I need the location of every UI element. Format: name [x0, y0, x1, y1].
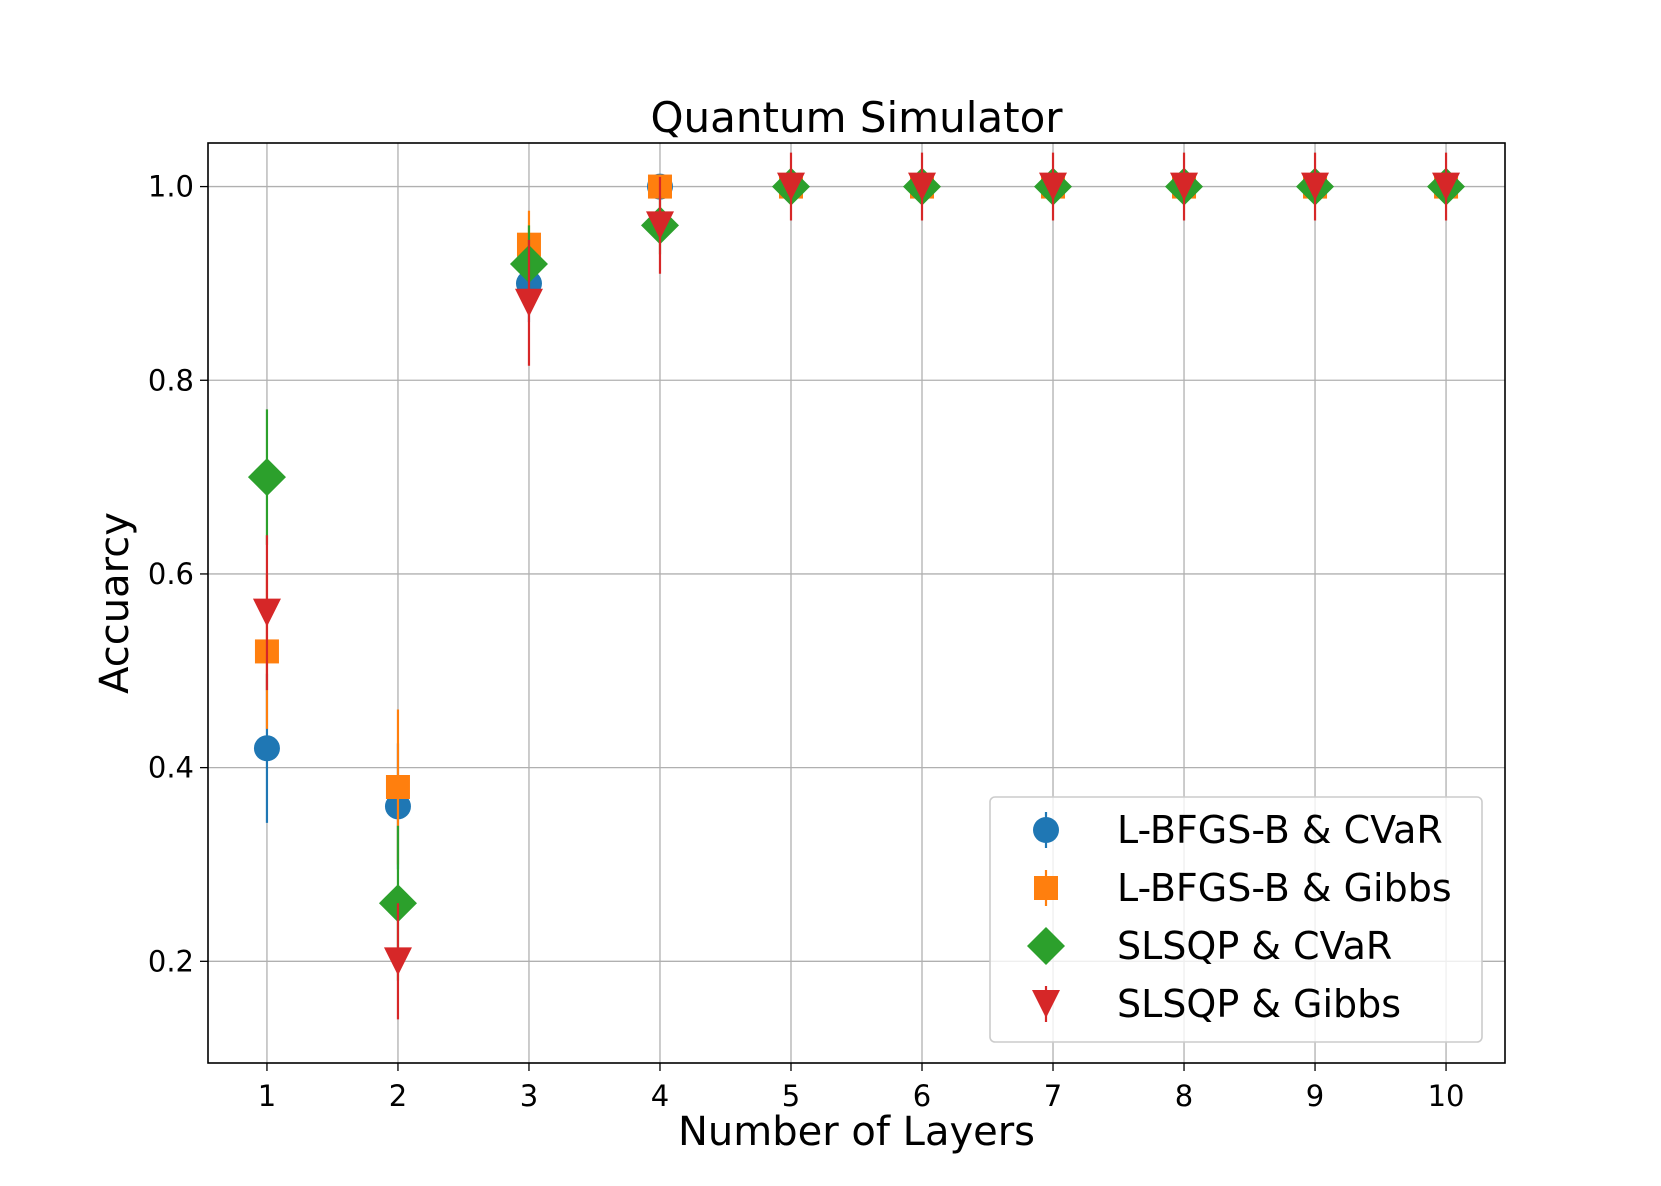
data-point: [1301, 172, 1330, 201]
x-tick-label: 6: [913, 1079, 931, 1113]
x-tick-label: 9: [1306, 1079, 1324, 1113]
plot-frame: [207, 142, 1506, 1064]
x-tick-label: 2: [389, 1079, 407, 1113]
axis-ticks: 1 2 3 4 5 6 7 8 9 10 0.2 0.4 0.6 0.8 1.0: [148, 170, 1465, 1113]
y-tick-label: 0.2: [148, 944, 194, 978]
legend-label: SLSQP & CVaR: [1117, 924, 1392, 968]
y-tick-label: 1.0: [148, 170, 194, 204]
x-axis-title: Number of Layers: [678, 1109, 1035, 1155]
grid: [208, 143, 1505, 1063]
y-axis-title: Accuarcy: [92, 512, 138, 694]
x-tick-label: 10: [1428, 1079, 1465, 1113]
data-point: [514, 288, 543, 317]
legend-box: [989, 796, 1483, 1043]
x-tick-label: 4: [651, 1079, 669, 1113]
legend-marker: [1033, 817, 1059, 843]
y-tick-label: 0.6: [148, 557, 194, 591]
data-point: [1170, 172, 1199, 201]
legend-items: L-BFGS-B & CVaR L-BFGS-B & Gibbs SLSQP & C…: [1027, 808, 1452, 1026]
y-tick-label: 0.4: [148, 751, 194, 785]
legend-marker: [1027, 927, 1065, 965]
data-point: [253, 735, 280, 762]
data-point: [385, 775, 410, 799]
legend-label: L-BFGS-B & Gibbs: [1117, 866, 1452, 910]
series-1: [254, 174, 1459, 865]
chart-title: Quantum Simulator: [650, 93, 1063, 142]
data-point: [776, 172, 805, 201]
legend: L-BFGS-B & CVaR L-BFGS-B & Gibbs SLSQP & C…: [989, 796, 1483, 1043]
data-point: [645, 211, 674, 240]
legend-label: L-BFGS-B & CVaR: [1117, 808, 1443, 852]
x-tick-label: 3: [520, 1079, 538, 1113]
data-point: [908, 172, 937, 201]
x-tick-label: 1: [258, 1079, 276, 1113]
y-tick-label: 0.8: [148, 363, 194, 397]
data-point: [247, 458, 286, 497]
x-tick-label: 8: [1175, 1079, 1193, 1113]
series-0: [253, 173, 1460, 870]
data-point: [1039, 172, 1068, 201]
x-tick-label: 7: [1044, 1079, 1062, 1113]
data-point: [252, 598, 281, 627]
data-point: [1432, 172, 1461, 201]
legend-label: SLSQP & Gibbs: [1117, 982, 1401, 1026]
data-point: [383, 947, 412, 976]
x-tick-label: 5: [782, 1079, 800, 1113]
legend-marker: [1032, 990, 1060, 1018]
plot-area: [247, 152, 1466, 1020]
series-3: [252, 152, 1461, 1020]
legend-marker: [1034, 876, 1058, 900]
